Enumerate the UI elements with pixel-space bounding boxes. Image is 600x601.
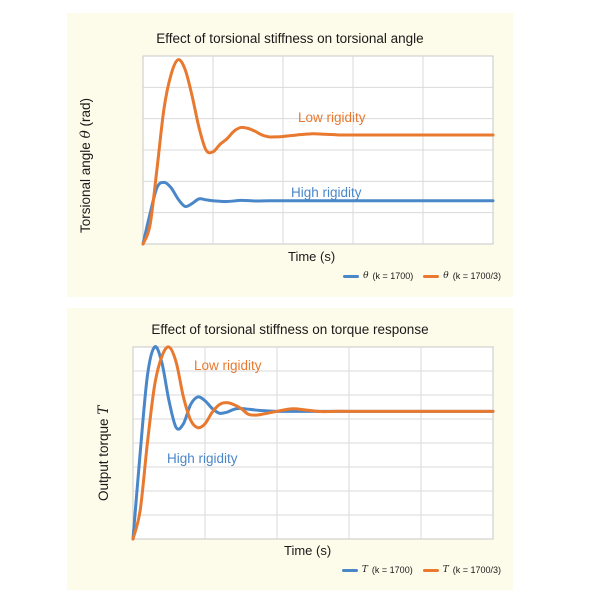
- torque-response-plot: [131, 345, 495, 541]
- legend-item-k1700: θ (k = 1700): [343, 271, 413, 281]
- x-axis-label: Time (s): [288, 249, 336, 264]
- chart-title: Effect of torsional stiffness on torque …: [151, 322, 429, 337]
- y-axis-label: Torsional angle θ (rad): [78, 98, 94, 233]
- y-axis-label-symbol: T: [96, 405, 112, 415]
- high-rigidity-annotation: High rigidity: [167, 451, 238, 466]
- legend-symbol: T: [361, 565, 368, 575]
- torsional-angle-plot: [141, 55, 495, 246]
- legend-text: (k = 1700): [371, 565, 413, 575]
- y-axis-label: Output torque T: [96, 406, 112, 501]
- legend-text: (k = 1700/3): [452, 565, 501, 575]
- legend-swatch: [341, 568, 358, 572]
- y-axis-label-text: Output torque: [96, 418, 111, 501]
- legend: T (k = 1700) T (k = 1700/3): [332, 565, 501, 575]
- high-rigidity-annotation: High rigidity: [291, 185, 362, 200]
- torsional-angle-chart-panel: Effect of torsional stiffness on torsion…: [67, 13, 513, 297]
- legend-swatch: [343, 274, 360, 278]
- legend-item-k1700: T (k = 1700): [341, 565, 413, 575]
- y-axis-label-symbol: θ: [78, 130, 94, 139]
- x-axis-label: Time (s): [284, 543, 332, 558]
- legend-symbol: θ: [363, 271, 369, 281]
- chart-title: Effect of torsional stiffness on torsion…: [156, 31, 424, 46]
- legend-swatch: [422, 568, 439, 572]
- series-line-k1700-3: [131, 345, 495, 541]
- torque-response-chart-panel: Effect of torsional stiffness on torque …: [67, 308, 513, 590]
- y-axis-label-unit: (rad): [78, 98, 93, 127]
- legend: θ (k = 1700) θ (k = 1700/3): [333, 271, 501, 281]
- low-rigidity-annotation: Low rigidity: [298, 110, 366, 125]
- series-line-k1700: [141, 180, 495, 246]
- legend-text: (k = 1700): [372, 271, 414, 281]
- legend-item-k1700-3: θ (k = 1700/3): [423, 271, 501, 281]
- legend-symbol: T: [442, 565, 449, 575]
- legend-text: (k = 1700/3): [452, 271, 501, 281]
- legend-item-k1700-3: T (k = 1700/3): [422, 565, 501, 575]
- legend-symbol: θ: [443, 271, 449, 281]
- low-rigidity-annotation: Low rigidity: [194, 358, 262, 373]
- legend-swatch: [423, 274, 440, 278]
- series-line-k1700-3: [141, 58, 495, 246]
- y-axis-label-text: Torsional angle: [78, 142, 93, 233]
